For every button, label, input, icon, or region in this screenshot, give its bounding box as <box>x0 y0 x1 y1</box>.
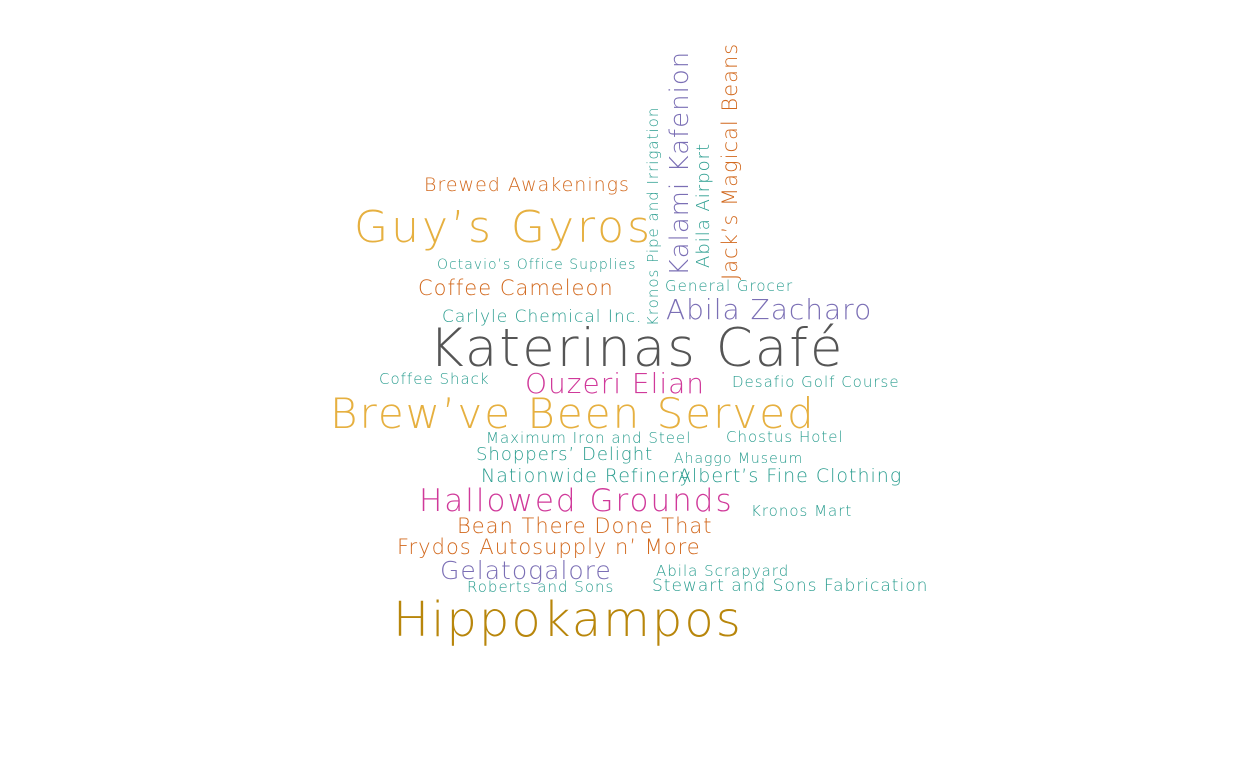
word-desafio-golf-course: Desafio Golf Course <box>732 373 900 391</box>
word-coffee-shack: Coffee Shack <box>379 370 490 388</box>
word-abila-zacharo: Abila Zacharo <box>666 293 873 326</box>
word-abila-scrapyard: Abila Scrapyard <box>656 562 790 580</box>
word-coffee-cameleon: Coffee Cameleon <box>418 276 614 300</box>
word-brewed-awakenings: Brewed Awakenings <box>424 174 630 196</box>
word-bean-there-done-that: Bean There Done That <box>457 514 713 538</box>
word-guys-gyros: Guy’s Gyros <box>354 202 654 253</box>
word-roberts-and-sons: Roberts and Sons <box>467 578 615 596</box>
word-nationwide-refinery: Nationwide Refinery <box>481 465 692 487</box>
word-katerinas-cafe: Katerinas Café <box>429 318 845 379</box>
word-shoppers-delight: Shoppers’ Delight <box>476 444 654 465</box>
word-kalami-kafenion: Kalami Kafenion <box>665 50 695 276</box>
word-kronos-mart: Kronos Mart <box>751 502 853 520</box>
word-brewve-been-served: Brew’ve Been Served <box>330 389 816 438</box>
word-stewart-and-sons-fabrication: Stewart and Sons Fabrication <box>652 576 929 596</box>
word-alberts-fine-clothing: Albert’s Fine Clothing <box>678 465 903 487</box>
word-frydos-autosupply: Frydos Autosupply n’ More <box>397 535 701 559</box>
word-jacks-magical-beans: Jack’s Magical Beans <box>718 42 742 280</box>
word-ouzeri-elian: Ouzeri Elian <box>525 367 706 400</box>
word-gelatogalore: Gelatogalore <box>440 556 612 585</box>
word-octavios-office-supplies: Octavio’s Office Supplies <box>437 257 637 273</box>
word-chostus-hotel: Chostus Hotel <box>726 428 844 446</box>
word-maximum-iron-and-steel: Maximum Iron and Steel <box>486 429 692 447</box>
word-abila-airport: Abila Airport <box>693 142 714 268</box>
word-hallowed-grounds: Hallowed Grounds <box>419 483 734 519</box>
word-ahaggo-museum: Ahaggo Museum <box>674 451 804 467</box>
word-general-grocer: General Grocer <box>665 277 794 295</box>
word-hippokampos: Hippokampos <box>393 592 743 648</box>
word-carlyle-chemical: Carlyle Chemical Inc. <box>442 307 643 327</box>
